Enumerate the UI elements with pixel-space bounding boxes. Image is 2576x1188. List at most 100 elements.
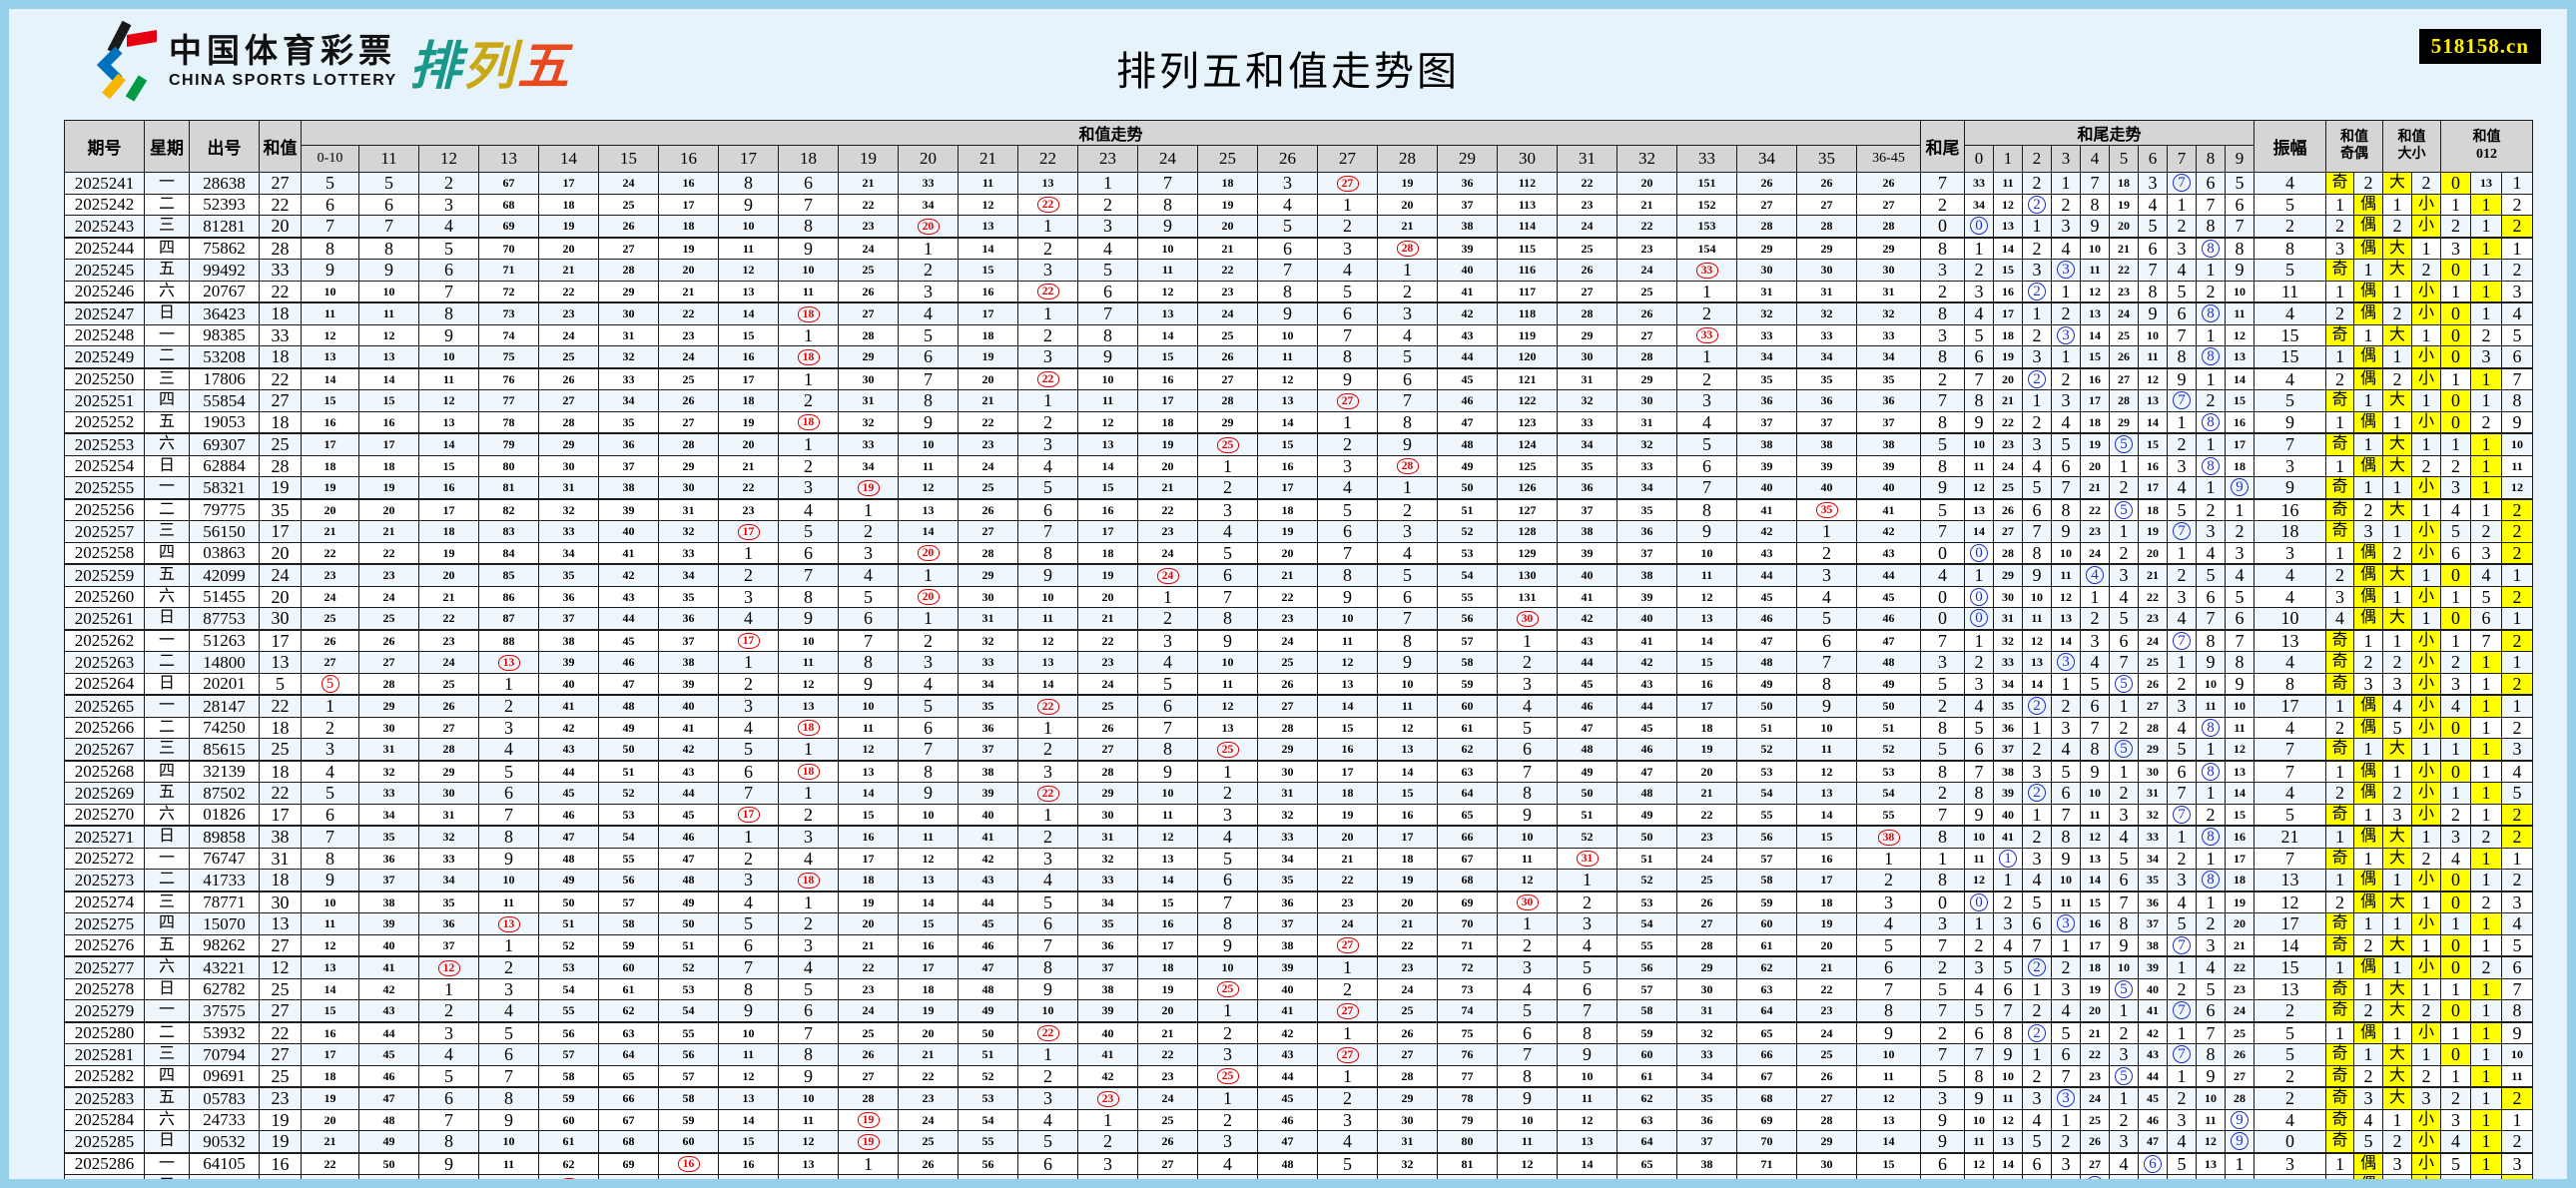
sum-trend-miss-cell: 20 xyxy=(418,563,479,587)
tail-trend-miss-cell: 22 xyxy=(2138,585,2168,608)
sum-trend-miss-cell: 41 xyxy=(1437,280,1498,303)
sum-trend-miss-cell: 27 xyxy=(598,237,659,260)
tail-trend-miss-cell: 4 xyxy=(2022,1108,2052,1131)
col-header-sum-30: 30 xyxy=(1497,145,1558,173)
number-cell: 41733 xyxy=(189,869,260,892)
big-small-miss-cell: 1 xyxy=(2382,760,2412,783)
sum-trend-miss-cell: 14 xyxy=(958,237,1018,260)
mod012-miss-cell: 5 xyxy=(2501,323,2533,346)
big-small-hit-cell: 大 xyxy=(2382,999,2412,1023)
sum-trend-miss-cell: 40 xyxy=(1856,476,1921,500)
sum-trend-miss-cell: 7 xyxy=(898,367,959,390)
sum-trend-miss-cell: 22 xyxy=(301,541,359,565)
tail-trend-miss-cell: 3 xyxy=(2167,869,2197,892)
sum-trend-miss-cell: 50 xyxy=(1437,476,1498,500)
sum-trend-miss-cell: 3 xyxy=(778,825,839,849)
sum-trend-miss-cell: 39 xyxy=(1856,454,1921,477)
sum-trend-miss-cell: 3 xyxy=(478,977,539,1000)
tail-trend-miss-cell: 5 xyxy=(2225,585,2254,608)
odd-even-miss-cell: 5 xyxy=(2353,1130,2383,1154)
week-cell: 二 xyxy=(144,716,190,739)
sum-trend-miss-cell: 3 xyxy=(718,694,779,718)
tail-trend-miss-cell: 18 xyxy=(2080,955,2110,979)
tail-trend-miss-cell: 11 xyxy=(1993,1086,2023,1110)
sum-trend-miss-cell: 29 xyxy=(1557,323,1617,346)
big-small-miss-cell: 2 xyxy=(2411,1064,2441,1088)
tail-trend-miss-cell: 2 xyxy=(2022,323,2052,346)
mod012-miss-cell: 1 xyxy=(2470,933,2502,957)
sum-trend-hit-cell: 18 xyxy=(778,716,839,739)
odd-even-miss-cell: 1 xyxy=(2353,912,2383,935)
sum-trend-miss-cell: 13 xyxy=(1497,1174,1558,1179)
sum-cell: 23 xyxy=(259,1086,302,1110)
amplitude-cell: 7 xyxy=(2254,738,2326,762)
sum-trend-miss-cell: 13 xyxy=(1317,672,1378,696)
big-small-hit-cell: 大 xyxy=(2382,389,2412,412)
sum-trend-miss-cell: 25 xyxy=(1676,869,1737,892)
tail-trend-hit-cell: 2 xyxy=(2022,280,2052,303)
amplitude-cell: 11 xyxy=(2254,280,2326,303)
mod012-hit-cell: 0 xyxy=(2440,760,2471,783)
sum-trend-miss-cell: 17 xyxy=(958,301,1018,325)
sum-trend-miss-cell: 39 xyxy=(1557,541,1617,565)
sum-trend-miss-cell: 25 xyxy=(1557,237,1617,260)
sum-trend-miss-cell: 17 xyxy=(301,432,359,456)
tail-trend-miss-cell: 9 xyxy=(2080,215,2110,239)
tail-trend-miss-cell: 8 xyxy=(2225,237,2254,260)
tail-trend-miss-cell: 9 xyxy=(2109,933,2139,957)
sum-trend-hit-cell: 19 xyxy=(838,1130,899,1154)
mod012-miss-cell: 4 xyxy=(2440,694,2471,718)
amplitude-cell: 18 xyxy=(2254,520,2326,543)
tail-trend-miss-cell: 25 xyxy=(1993,476,2023,500)
number-cell: 53208 xyxy=(189,345,260,369)
tail-cell: 9 xyxy=(1920,1130,1965,1154)
sum-trend-miss-cell: 1 xyxy=(778,432,839,456)
col-header-sum: 和值 xyxy=(259,120,302,173)
week-cell: 五 xyxy=(144,410,190,434)
sum-trend-miss-cell: 44 xyxy=(658,782,719,805)
mod012-miss-cell: 1 xyxy=(2501,237,2533,260)
tail-trend-miss-cell: 8 xyxy=(2138,280,2168,303)
col-header-sum-31: 31 xyxy=(1557,145,1617,173)
sum-trend-miss-cell: 28 xyxy=(1137,1174,1198,1179)
sum-trend-miss-cell: 41 xyxy=(1736,498,1797,521)
sum-trend-miss-cell: 3 xyxy=(778,933,839,957)
week-cell: 三 xyxy=(144,1043,190,1066)
big-small-miss-cell: 2 xyxy=(2382,367,2412,390)
sum-trend-miss-cell: 26 xyxy=(1736,172,1797,195)
sum-trend-miss-cell: 24 xyxy=(1197,301,1258,325)
tail-trend-hit-cell: 5 xyxy=(2109,672,2139,696)
tail-trend-miss-cell: 6 xyxy=(2196,585,2226,608)
big-small-hit-cell: 小 xyxy=(2411,1152,2441,1175)
number-cell: 79775 xyxy=(189,498,260,521)
tail-trend-miss-cell: 13 xyxy=(1964,498,1994,521)
sum-trend-miss-cell: 34 xyxy=(598,389,659,412)
sum-trend-miss-cell: 12 xyxy=(1257,367,1318,390)
table-row: 2025258 四 03863 20 22 22 19 84 34 41 33 1 6 3 20 28 8 18 2… xyxy=(64,541,2533,565)
sum-trend-miss-cell: 31 xyxy=(598,323,659,346)
tail-cell: 8 xyxy=(1920,454,1965,477)
issue-cell: 2025281 xyxy=(64,1043,145,1066)
odd-even-miss-cell: 3 xyxy=(2325,585,2354,608)
sum-trend-miss-cell: 6 xyxy=(1017,498,1078,521)
sum-trend-miss-cell: 8 xyxy=(1377,629,1438,652)
tail-trend-miss-cell: 15 xyxy=(2080,891,2110,913)
table-header: 期号 星期 出号 和值 和值走势 和尾 和尾走势 振幅 和值 奇偶 和值 大小 和值… xyxy=(64,120,2533,173)
sum-trend-miss-cell: 28 xyxy=(838,323,899,346)
sum-trend-miss-cell: 35 xyxy=(1616,498,1677,521)
week-cell: 三 xyxy=(144,520,190,543)
sum-trend-miss-cell: 3 xyxy=(778,476,839,500)
sum-trend-miss-cell: 5 xyxy=(898,694,959,718)
tail-trend-miss-cell: 1 xyxy=(1964,629,1994,652)
mod012-hit-cell: 0 xyxy=(2440,1043,2471,1066)
tail-cell: 3 xyxy=(1920,651,1965,674)
tail-trend-miss-cell: 2 xyxy=(2109,716,2139,739)
sum-trend-miss-cell: 21 xyxy=(1257,563,1318,587)
sum-trend-miss-cell: 11 xyxy=(718,237,779,260)
sum-trend-miss-cell: 17 xyxy=(358,432,419,456)
tail-trend-hit-cell: 7 xyxy=(2167,933,2197,957)
tail-trend-miss-cell: 9 xyxy=(1964,803,1994,827)
sum-trend-miss-cell: 20 xyxy=(838,912,899,935)
sum-trend-miss-cell: 45 xyxy=(658,803,719,827)
big-small-miss-cell: 1 xyxy=(2382,476,2412,500)
